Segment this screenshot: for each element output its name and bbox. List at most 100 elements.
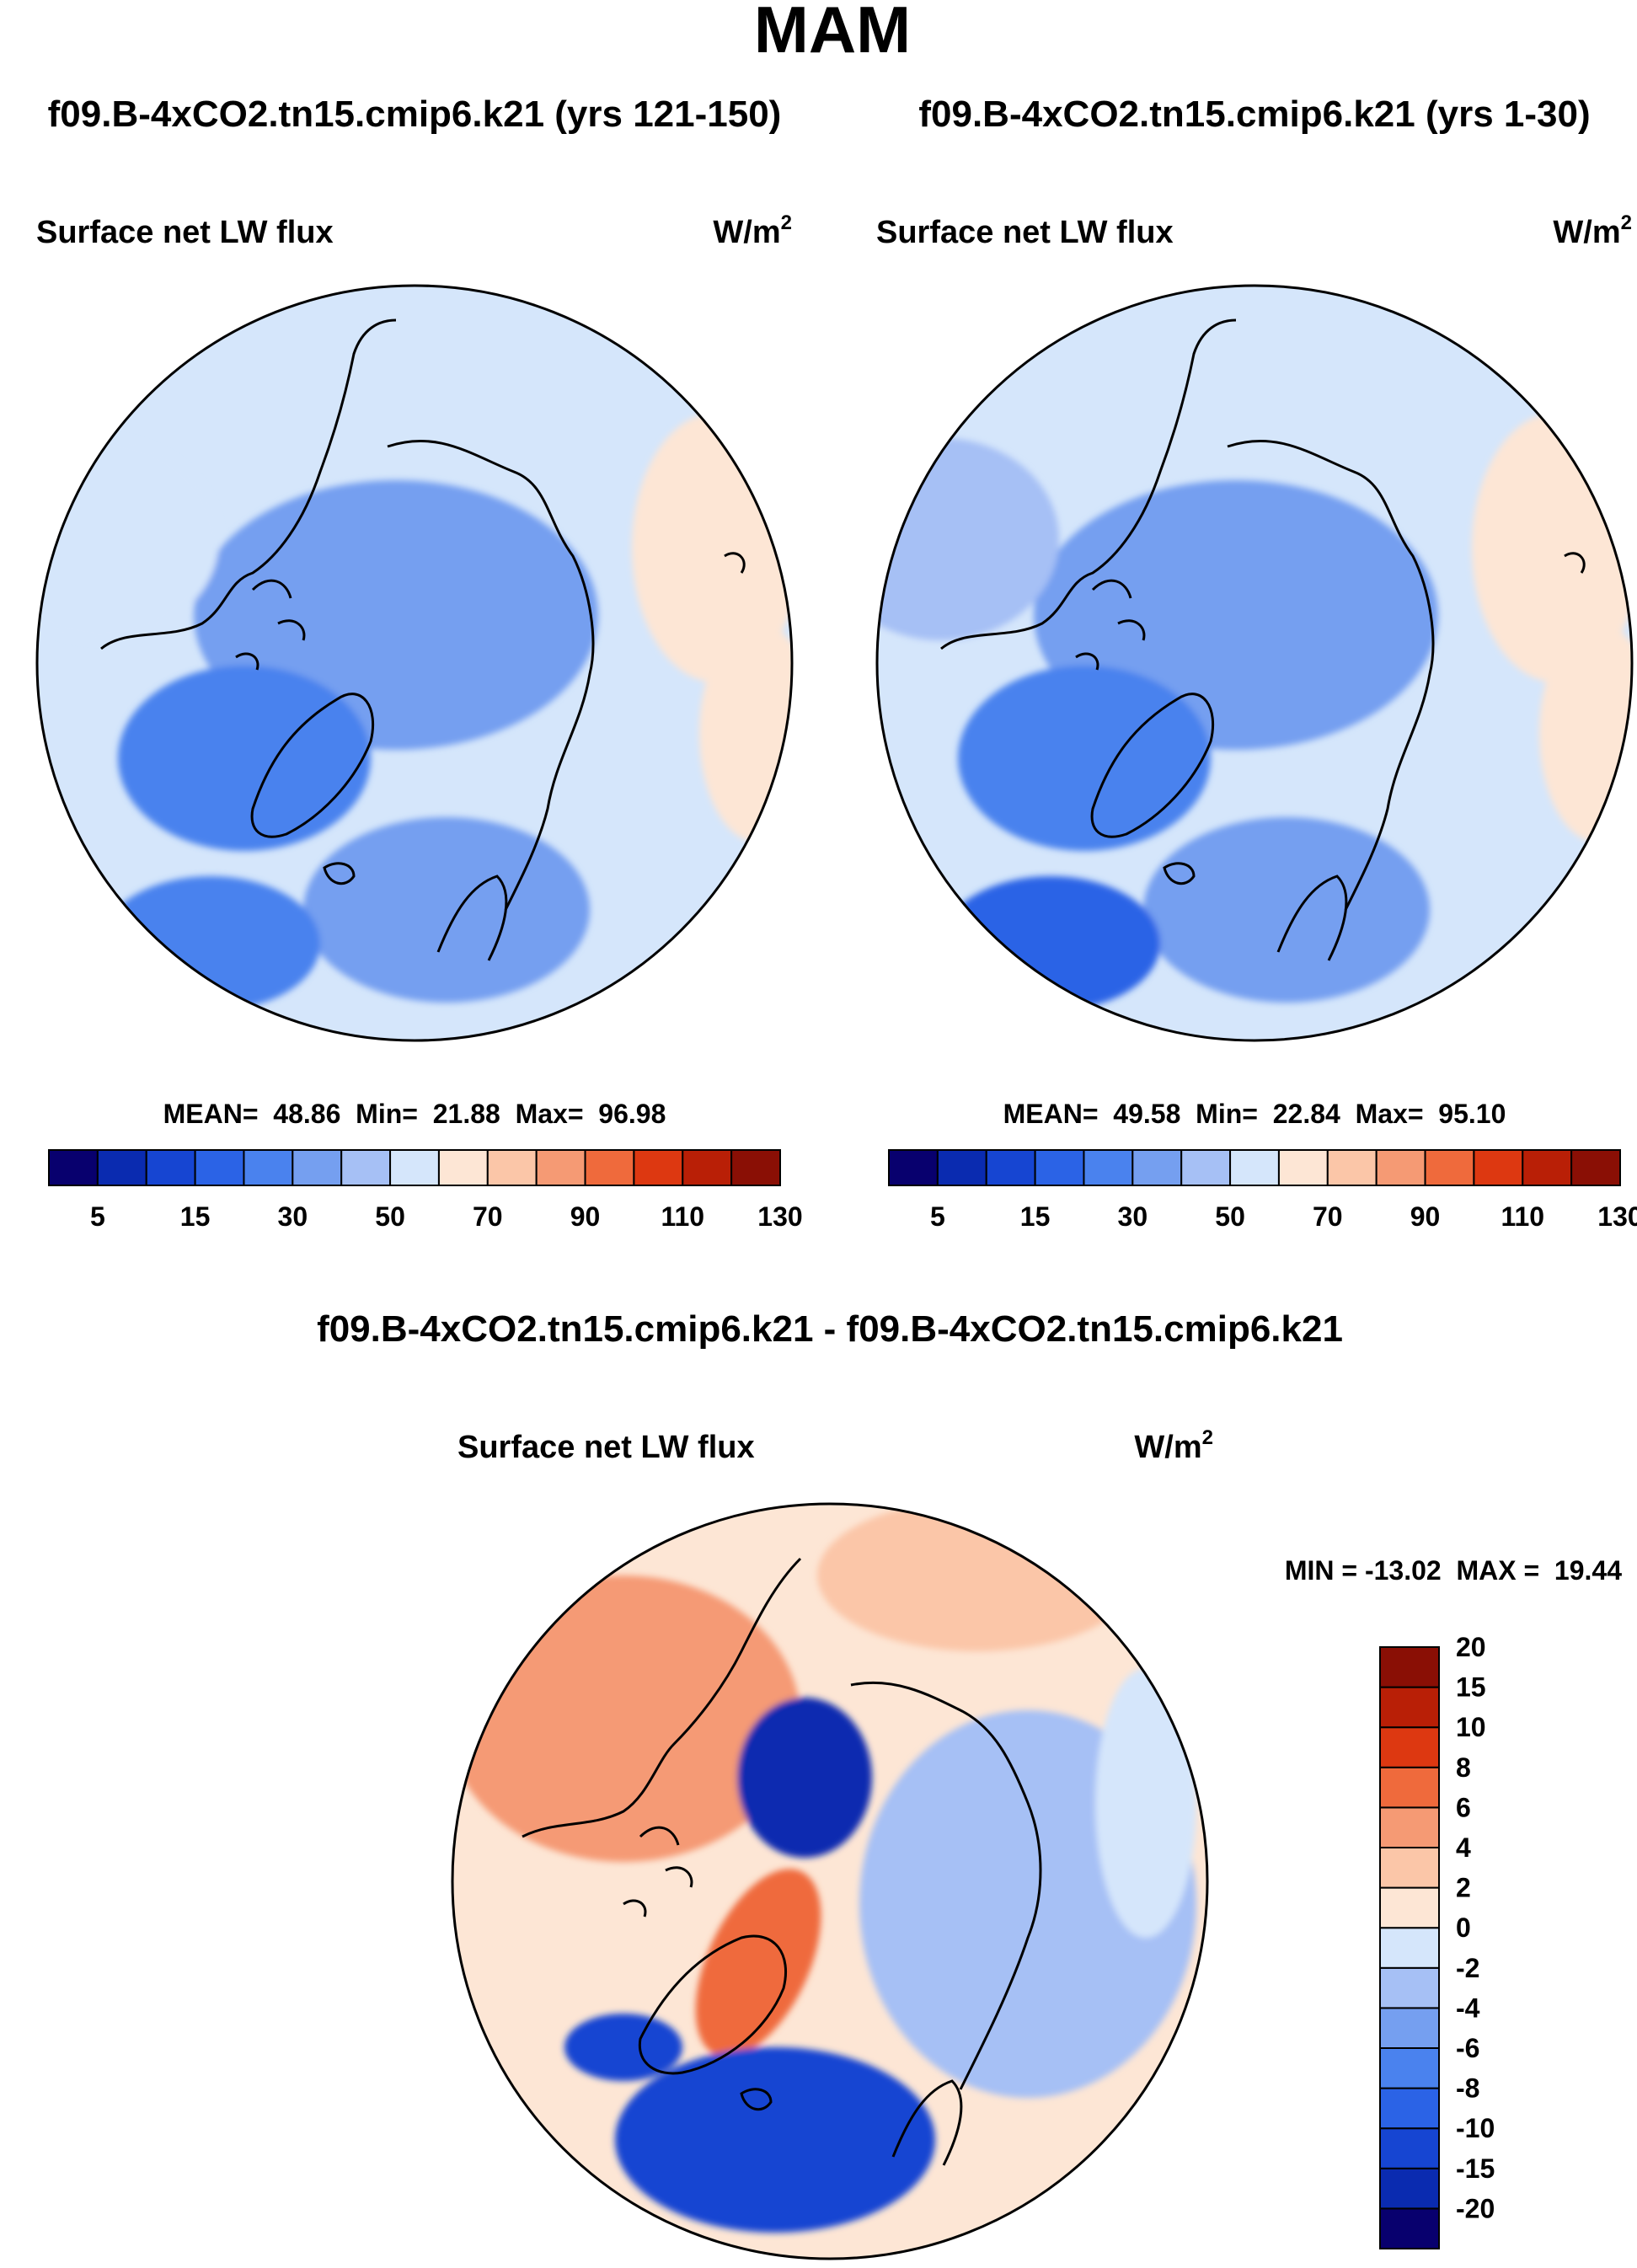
panel-a-colorbar-tick-label: 110 <box>661 1201 704 1232</box>
panel-c-colorbar-swatch-0 <box>1379 2207 1440 2249</box>
panel-c-region-greenland_sea_positive <box>695 1869 821 2057</box>
panel-a-map <box>37 286 792 1040</box>
panel-c-colorbar-tick-label: -20 <box>1456 2193 1495 2223</box>
panel-b-colorbar-swatch-11 <box>1424 1149 1475 1186</box>
panel-b-map-border <box>875 284 1634 1042</box>
panel-b-coastline-iceland <box>1163 862 1196 885</box>
panel-b-colorbar-swatch-2 <box>985 1149 1036 1186</box>
panel-a-max: 96.98 <box>598 1099 666 1129</box>
panel-c-colorbar-tick-label: 2 <box>1456 1873 1471 1903</box>
panel-a-coastline-greenland <box>250 693 375 838</box>
panel-b-colorbar-swatch-1 <box>936 1149 987 1186</box>
diff-title: f09.B-4xCO2.tn15.cmip6.k21 - f09.B-4xCO2… <box>317 1308 1343 1350</box>
panel-c-coastline-america <box>522 1557 802 1838</box>
panel-c-region-labrador_negative <box>564 2014 682 2081</box>
panel-a-colorbar-swatch-0 <box>48 1149 99 1186</box>
panel-c-colorbar-tick-label: 0 <box>1456 1912 1471 1943</box>
panel-b-colorbar-swatch-14 <box>1570 1149 1621 1186</box>
panel-b-units-base: W/m <box>1553 215 1620 250</box>
panel-b-coastline-scandinavia <box>1276 875 1348 961</box>
panel-a-region-southwest_atlantic <box>101 876 320 1011</box>
panel-c-region-central_arctic_negative <box>737 1698 872 1858</box>
panel-c-colorbar-tick-label: 4 <box>1456 1832 1471 1863</box>
panel-a-colorbar-swatch-1 <box>96 1149 147 1186</box>
panel-b-colorbar-swatch-6 <box>1180 1149 1232 1186</box>
panel-c-colorbar-swatch-8 <box>1379 1886 1440 1929</box>
panel-a-variable-label: Surface net LW flux <box>36 215 334 250</box>
panel-a-units: W/m2 <box>713 211 792 250</box>
panel-c-coastline-iceland <box>740 2088 773 2111</box>
panel-c-colorbar-swatch-6 <box>1379 1966 1440 2009</box>
panel-a-colorbar-swatch-4 <box>243 1149 294 1186</box>
panel-c-colorbar-swatch-2 <box>1379 2127 1440 2169</box>
panel-a-colorbar-swatch-3 <box>194 1149 245 1186</box>
panel-b-colorbar-swatch-5 <box>1131 1149 1183 1186</box>
panel-b-colorbar-swatch-9 <box>1326 1149 1378 1186</box>
panel-a-colorbar-swatch-11 <box>584 1149 635 1186</box>
panel-c-colorbar-tick-label: -2 <box>1456 1953 1479 1983</box>
panel-c-colorbar-swatch-4 <box>1379 2047 1440 2089</box>
panel-c-coastline-archipelago <box>623 1826 693 1918</box>
panel-a-region-europe_asia <box>303 817 590 1003</box>
panel-b: Surface net LW flux W/m2 <box>875 211 1637 1232</box>
panel-c-coastline-greenland <box>638 1934 788 2075</box>
panel-b-region-north_pacific <box>877 438 1059 640</box>
panel-b-coastline-kamchatka <box>1564 552 1586 574</box>
panel-c-colorbar-swatch-5 <box>1379 2007 1440 2049</box>
panel-a-units-exponent: 2 <box>781 211 792 234</box>
panel-a-colorbar-tick-label: 15 <box>180 1201 211 1232</box>
panel-c-colorbar-swatch-13 <box>1379 1686 1440 1729</box>
panel-c-units: W/m2 <box>1134 1426 1213 1465</box>
panel-a-stats: MEAN= 48.86 Min= 21.88 Max= 96.98 <box>163 1099 666 1129</box>
panel-c-colorbar-swatch-11 <box>1379 1766 1440 1809</box>
panel-a-min-label: Min= <box>356 1099 418 1129</box>
panel-b-colorbar-tick-label: 30 <box>1118 1201 1148 1232</box>
panel-a-units-base: W/m <box>713 215 780 250</box>
panel-a-coastline-asia <box>387 439 595 911</box>
panel-a: Surface net LW flux W/m2 <box>35 211 803 1232</box>
panel-b-colorbar-tick-label: 50 <box>1215 1201 1245 1232</box>
panel-c-units-base: W/m <box>1134 1430 1201 1465</box>
panel-b-units: W/m2 <box>1553 211 1632 250</box>
panel-c-map-border <box>451 1502 1209 2260</box>
panel-c-colorbar-swatch-12 <box>1379 1726 1440 1768</box>
panel-b-colorbar: 5 15 30 50 70 90 110 130 <box>888 1149 1637 1232</box>
panel-a-colorbar-swatch-12 <box>633 1149 684 1186</box>
panel-c-colorbar-tick-label: -6 <box>1456 2033 1479 2063</box>
panel-c-region-bering_east_siberia <box>817 1504 1137 1651</box>
panel-a-colorbar-swatch-5 <box>292 1149 343 1186</box>
panel-c-region-east_ocean <box>1095 1668 1196 1938</box>
panel-b-colorbar-swatch-4 <box>1083 1149 1134 1186</box>
panel-c-colorbar-swatch-10 <box>1379 1806 1440 1848</box>
panel-b-max: 95.10 <box>1438 1099 1506 1129</box>
panel-b-units-exponent: 2 <box>1621 211 1632 234</box>
panel-b-colorbar-tick-label: 110 <box>1501 1201 1544 1232</box>
panel-c-colorbar-swatch-7 <box>1379 1927 1440 1969</box>
panel-a-max-label: Max= <box>516 1099 584 1129</box>
panel-b-colorbar-tick-label: 130 <box>1597 1201 1637 1232</box>
panel-a-colorbar-tick-label: 130 <box>757 1201 802 1232</box>
panel-b-mean: 49.58 <box>1113 1099 1180 1129</box>
panel-b-colorbar-tick-label: 90 <box>1410 1201 1441 1232</box>
panel-b-mean-label: MEAN= <box>1003 1099 1099 1129</box>
panel-c: Surface net LW flux W/m2 MIN = -13.02 MA… <box>451 1426 1622 2260</box>
panel-a-colorbar-swatch-10 <box>535 1149 586 1186</box>
panel-b-title: f09.B-4xCO2.tn15.cmip6.k21 (yrs 1-30) <box>918 94 1590 135</box>
panel-c-coastline-scandinavia <box>891 2079 963 2166</box>
panel-c-colorbar-swatch-14 <box>1379 1646 1440 1688</box>
panel-c-colorbar-tick-label: -15 <box>1456 2153 1495 2184</box>
panel-c-colorbar-swatch-1 <box>1379 2167 1440 2210</box>
panel-a-colorbar-swatch-14 <box>730 1149 782 1186</box>
panel-b-max-label: Max= <box>1356 1099 1424 1129</box>
panel-b-region-atlantic_ice_edge <box>958 666 1211 851</box>
panel-a-map-border <box>35 284 794 1042</box>
panel-a-title: f09.B-4xCO2.tn15.cmip6.k21 (yrs 121-150) <box>48 94 782 135</box>
panel-b-variable-label: Surface net LW flux <box>876 215 1174 250</box>
panel-a-mean: 48.86 <box>273 1099 340 1129</box>
panel-a-coastline-iceland <box>323 862 356 885</box>
panel-b-coastline-america <box>940 318 1237 650</box>
panel-b-colorbar-swatch-3 <box>1034 1149 1085 1186</box>
panel-a-colorbar-tick-label: 5 <box>90 1201 105 1232</box>
panel-c-colorbar-swatch-3 <box>1379 2087 1440 2130</box>
